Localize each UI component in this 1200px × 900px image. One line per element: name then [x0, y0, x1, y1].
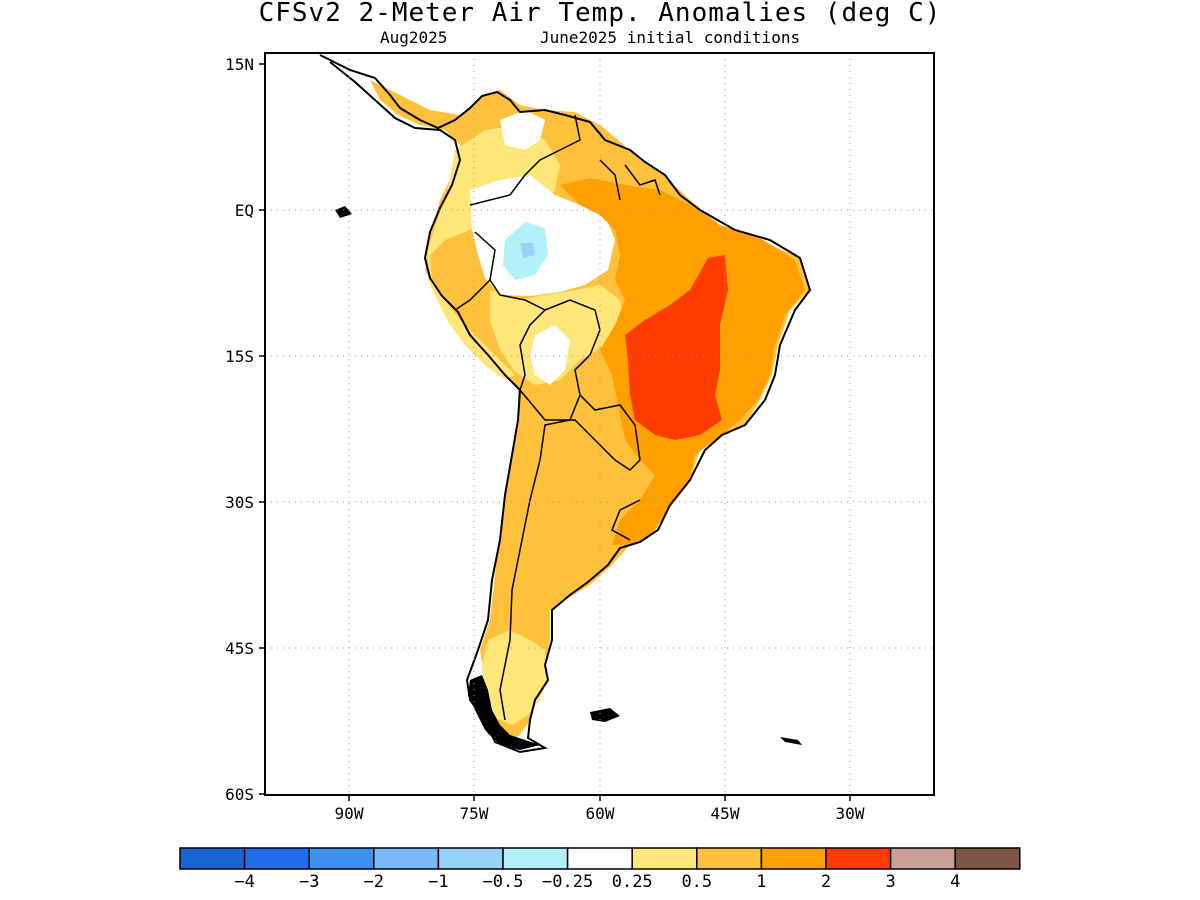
colorbar-swatch [696, 847, 763, 870]
colorbar-label: −1 [428, 872, 448, 892]
colorbar-swatch [631, 847, 698, 870]
forecast-month: Aug2025 [380, 28, 448, 47]
colorbar-label: 3 [885, 872, 895, 892]
colorbar-swatch [179, 847, 246, 870]
lat-label-30s: 30S [225, 493, 254, 512]
colorbar-label: −3 [299, 872, 319, 892]
anomaly-fields [370, 80, 810, 745]
lon-label-60w: 60W [586, 804, 615, 823]
lat-label-45s: 45S [225, 639, 254, 658]
colorbar-swatch [308, 847, 375, 870]
lat-label-60s: 60S [225, 785, 254, 804]
lon-label-75w: 75W [460, 804, 489, 823]
chile-fjords [468, 675, 540, 750]
colorbar-label: −2 [364, 872, 384, 892]
colorbar: −4 −3 −2 −1 −0.5 −0.25 0.25 0.5 1 2 3 4 [179, 847, 1021, 892]
anomaly-region-neutral-north [500, 110, 545, 150]
colorbar-swatch [437, 847, 504, 870]
colorbar-label: −4 [234, 872, 254, 892]
colorbar-swatch [954, 847, 1021, 870]
galapagos [335, 206, 352, 218]
colorbar-swatch [760, 847, 827, 870]
colorbar-label: 1 [756, 872, 766, 892]
colorbar-label: −0.25 [542, 872, 593, 892]
south-georgia [780, 737, 802, 745]
colorbar-swatch [502, 847, 569, 870]
coastline [319, 54, 812, 754]
grid-lines [265, 53, 934, 795]
lat-label-15s: 15S [225, 347, 254, 366]
colorbar-swatch [889, 847, 956, 870]
colorbar-label: 0.5 [681, 872, 712, 892]
colorbar-label: 2 [821, 872, 831, 892]
colorbar-swatch [566, 847, 633, 870]
falkland-islands [590, 708, 620, 722]
colorbar-swatch [373, 847, 440, 870]
lon-label-30w: 30W [836, 804, 865, 823]
anomaly-region-3-to-4 [625, 255, 728, 440]
lon-label-45w: 45W [711, 804, 740, 823]
colorbar-swatch [243, 847, 310, 870]
colorbar-swatch [825, 847, 892, 870]
lon-label-90w: 90W [335, 804, 364, 823]
colorbar-label: 0.25 [612, 872, 653, 892]
anomaly-region-0.5-to-1-south [482, 630, 548, 725]
anomaly-region-neutral-bolivia [530, 325, 570, 385]
colorbar-label: 4 [950, 872, 960, 892]
anomaly-region-cool-core [520, 243, 535, 258]
lat-label-15n: 15N [225, 55, 254, 74]
tick-marks [259, 63, 851, 801]
colorbar-label: −0.5 [483, 872, 524, 892]
initial-conditions: June2025 initial conditions [540, 28, 801, 47]
country-borders [454, 114, 661, 721]
lat-label-eq: EQ [235, 201, 254, 220]
map-title: CFSv2 2-Meter Air Temp. Anomalies (deg C… [258, 0, 942, 28]
